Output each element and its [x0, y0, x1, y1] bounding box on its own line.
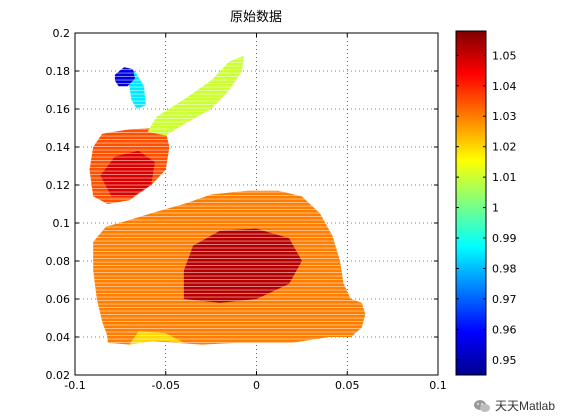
colorbar-tick-label: 0.97 — [492, 293, 517, 306]
x-tick-label: -0.05 — [152, 379, 180, 392]
colorbar-tick-label: 0.95 — [492, 354, 517, 367]
y-tick-label: 0.04 — [46, 331, 71, 344]
colorbar-tick-label: 1.04 — [492, 80, 517, 93]
x-tick-label: 0.05 — [335, 379, 360, 392]
y-axis: 0.02 0.04 0.06 0.08 0.1 0.12 0.14 0.16 0.18 0.2 — [46, 27, 438, 382]
x-tick-label: -0.1 — [64, 379, 85, 392]
y-tick-label: 0.12 — [46, 179, 71, 192]
stripes-feet — [129, 331, 184, 345]
y-tick-label: 0.08 — [46, 255, 71, 268]
x-tick-label: 0 — [253, 379, 260, 392]
colorbar-tick-label: 1.05 — [492, 49, 517, 62]
chart-title: 原始数据 — [230, 10, 282, 25]
x-axis: -0.1 -0.05 0 0.05 0.1 — [64, 33, 447, 392]
colorbar — [455, 30, 487, 376]
x-tick-label: 0.1 — [429, 379, 447, 392]
colorbar-tick-label: 0.98 — [492, 262, 517, 275]
colorbar-tick-label: 1.01 — [492, 171, 517, 184]
y-tick-label: 0.16 — [46, 103, 71, 116]
y-tick-label: 0.2 — [53, 27, 71, 40]
y-tick-label: 0.06 — [46, 293, 71, 306]
colorbar-tick-label: 0.99 — [492, 232, 517, 245]
colorbar-tick-label: 1 — [492, 202, 499, 215]
colorbar-axis: 0.95 0.96 0.97 0.98 0.99 1 1.01 1.02 1.03 1.04 1.0… — [456, 49, 517, 367]
watermark-text: 天天Matlab — [494, 399, 555, 413]
wechat-icon — [473, 399, 490, 412]
stripes-ear-tip — [114, 67, 135, 87]
y-tick-label: 0.02 — [46, 369, 71, 382]
colorbar-tick-label: 0.96 — [492, 323, 517, 336]
stripes-ear-right — [147, 55, 244, 136]
y-tick-label: 0.18 — [46, 65, 71, 78]
stripes-core — [183, 228, 302, 303]
colorbar-tick-label: 1.03 — [492, 110, 517, 123]
y-tick-label: 0.14 — [46, 141, 71, 154]
plot-area — [89, 55, 366, 345]
y-tick-label: 0.1 — [53, 217, 71, 230]
colorbar-tick-label: 1.02 — [492, 141, 517, 154]
watermark: 天天Matlab — [473, 397, 555, 414]
stripes-head-core — [100, 150, 155, 197]
